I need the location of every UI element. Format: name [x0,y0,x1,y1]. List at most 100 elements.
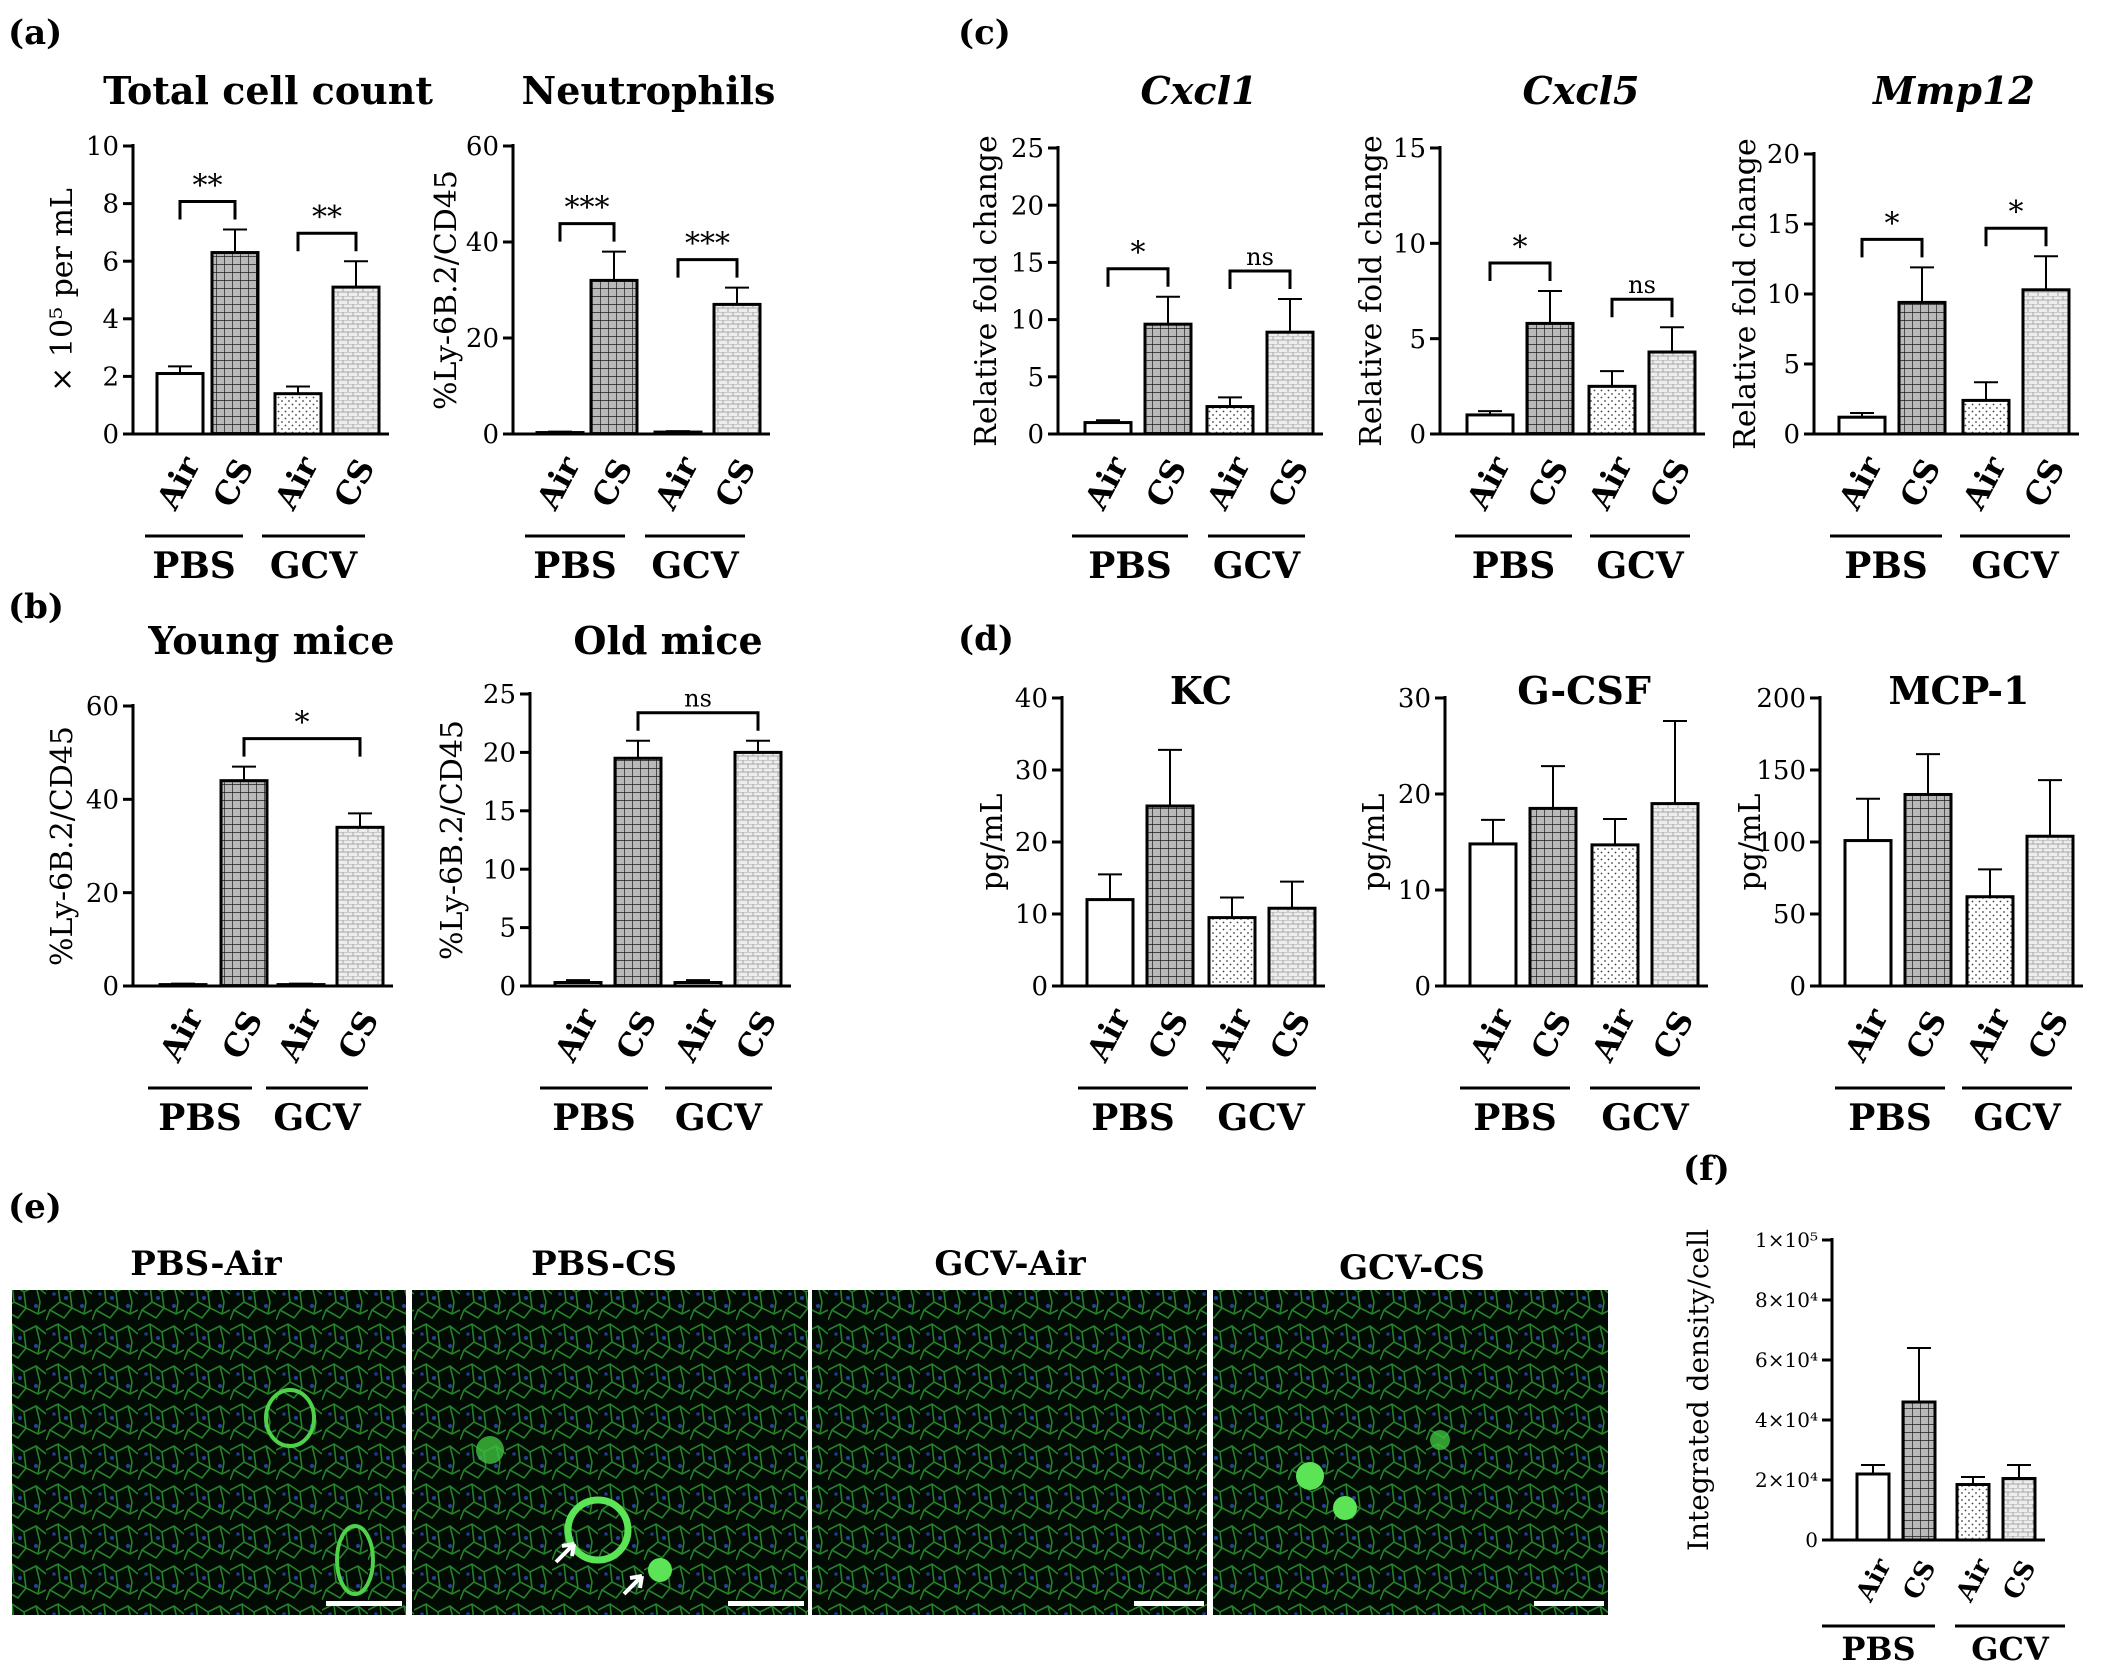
significance-bracket [1860,237,1924,258]
charts: Total cell count× 10⁵ per mL0246810****A… [45,68,2083,1668]
y-tick-label: 0 [1805,1528,1818,1552]
chart-title: Cxcl1 [1141,68,1258,113]
y-axis-label: × 10⁵ per mL [45,188,80,392]
y-tick-label: 20 [466,324,499,354]
y-tick-label: 40 [466,228,499,258]
x-tick-label: Air [151,1001,211,1068]
chart-title: Cxcl5 [1523,68,1640,113]
x-tick-label: Air [666,1001,726,1068]
x-tick-label: Air [148,449,208,516]
group-label: GCV [1213,545,1301,587]
x-tick-label: Air [546,1001,606,1068]
y-tick-label: 30 [1398,684,1431,714]
y-axis-label: Relative fold change [969,135,1004,447]
y-tick-label: 30 [1015,756,1048,786]
significance-label: ns [1246,243,1274,271]
significance-label: * [1885,206,1900,241]
x-tick-label: CS [205,452,261,513]
y-tick-label: 8 [102,190,119,220]
scale-bar [326,1601,402,1606]
bar [155,372,205,436]
bar [712,302,762,436]
x-tick-label: CS [707,452,763,513]
x-tick-label: CS [1262,1004,1318,1065]
bar [219,779,269,988]
bar [1205,405,1255,436]
bar [1903,792,1953,988]
bar [2025,834,2075,988]
chart-title: KC [1170,668,1232,713]
y-tick-label: 20 [1015,828,1048,858]
y-tick-label: 20 [1767,140,1800,170]
y-axis-label: pg/mL [1357,793,1392,890]
significance-bracket [1228,269,1292,290]
micrograph-gcv-cs [1213,1290,1608,1615]
group-label: GCV [1971,1630,2050,1668]
x-tick-label: Air [269,1001,329,1068]
y-tick-label: 20 [1011,191,1044,221]
y-tick-label: 200 [1756,684,1806,714]
bar [613,756,663,988]
significance-label: ns [1628,271,1656,299]
bar [673,980,723,988]
y-axis-label: %Ly-6B.2/CD45 [435,720,470,960]
bar [1897,300,1947,436]
y-tick-label: 0 [1783,420,1800,450]
group-label: GCV [270,545,358,587]
significance-bracket [1610,297,1674,318]
bar [1955,1483,1991,1542]
significance-label: ** [312,200,342,235]
x-tick-label: Air [1954,449,2014,516]
y-tick-label: 0 [1027,420,1044,450]
x-tick-label: CS [330,1004,386,1065]
x-tick-label: Air [1078,1001,1138,1068]
y-tick-label: 0 [499,972,516,1002]
panel-letter-b: (b) [8,587,64,627]
x-tick-label: CS [1645,1004,1701,1065]
group-label: PBS [533,545,617,587]
panel-letter-d: (d) [958,619,1014,659]
micrograph-pbs-air [12,1290,406,1615]
panel-letter-f: (f) [1683,1149,1730,1189]
y-tick-label: 40 [86,785,119,815]
significance-label: ns [684,685,712,713]
chart-title: Old mice [573,618,762,663]
chart-title: Neutrophils [522,68,776,113]
chart-a2: Neutrophils %Ly-6B.2/CD45 0 20 40 60 *** *** Air… [429,68,775,587]
group-label: PBS [1841,1630,1915,1668]
x-tick-label: CS [608,1004,664,1065]
group-label: PBS [1844,545,1928,587]
y-tick-label: 0 [1414,972,1431,1002]
y-tick-label: 40 [1015,684,1048,714]
significance-label: * [295,706,310,741]
x-tick-label: CS [584,452,640,513]
y-axis-label: Integrated density/cell [1682,1229,1715,1551]
x-tick-label: CS [1892,452,1948,513]
bar [273,392,323,436]
group-label: GCV [1601,1097,1689,1139]
panel-letter-a: (a) [8,13,62,53]
group-label: PBS [1472,545,1556,587]
micrograph-panel: PBS-Air PBS-CS GCV-Air GCV-CS [12,1244,1608,1615]
x-tick-label: CS [326,452,382,513]
x-tick-label: Air [266,449,326,516]
x-tick-label: Air [1830,449,1890,516]
significance-bracket [1488,261,1552,281]
x-tick-label: CS [1260,452,1316,513]
significance-bracket [636,711,760,731]
significance-label: *** [565,191,610,226]
significance-bracket [1984,226,2048,247]
bar [210,251,260,436]
y-tick-label: 6×10⁴ [1755,1348,1818,1372]
x-tick-label: Air [1200,1001,1260,1068]
x-tick-label: CS [1997,1556,2042,1605]
significance-label: * [1513,230,1528,265]
bar [1587,384,1637,436]
y-tick-label: 6 [102,247,119,277]
significance-bracket [242,737,362,757]
